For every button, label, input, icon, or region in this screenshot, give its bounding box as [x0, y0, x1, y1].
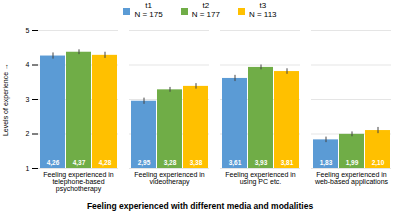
svg-text:5: 5 [26, 27, 30, 34]
html-text:t3 N = 113: t3 N = 113 [248, 1, 277, 19]
svg-text:3,38: 3,38 [190, 159, 203, 167]
html-text:Feeling experienced with diffe: Feeling experienced with different media… [86, 201, 314, 211]
svg-text:Feeling experienced inweb-base: Feeling experienced inweb-based applicat… [314, 171, 389, 186]
svg-text:Feeling experienced inusing PC: Feeling experienced inusing PC etc. [225, 171, 296, 186]
svg-text:1,99: 1,99 [346, 159, 359, 167]
svg-text:3,61: 3,61 [229, 159, 242, 167]
svg-text:3,93: 3,93 [255, 159, 268, 167]
svg-text:4,37: 4,37 [73, 159, 86, 167]
svg-text:3,28: 3,28 [164, 159, 177, 167]
svg-text:4,28: 4,28 [99, 159, 112, 167]
svg-text:Feeling experienced intelephon: Feeling experienced intelephone-basedpsy… [43, 171, 114, 193]
svg-text:3,81: 3,81 [281, 159, 294, 167]
svg-text:4: 4 [26, 61, 30, 68]
svg-text:Levels of experience →: Levels of experience → [2, 63, 10, 136]
svg-text:2,95: 2,95 [138, 159, 151, 167]
svg-text:1,83: 1,83 [320, 159, 333, 167]
svg-text:2,10: 2,10 [372, 159, 385, 167]
html-text:t2 N = 177: t2 N = 177 [191, 1, 220, 19]
html-text:t1 N = 175: t1 N = 175 [134, 1, 163, 19]
svg-text:2: 2 [26, 130, 30, 137]
svg-text:3: 3 [26, 96, 30, 103]
svg-text:1: 1 [26, 165, 30, 172]
svg-text:4,26: 4,26 [47, 159, 60, 167]
svg-text:Feeling experienced invideothe: Feeling experienced invideotherapy [134, 171, 205, 186]
